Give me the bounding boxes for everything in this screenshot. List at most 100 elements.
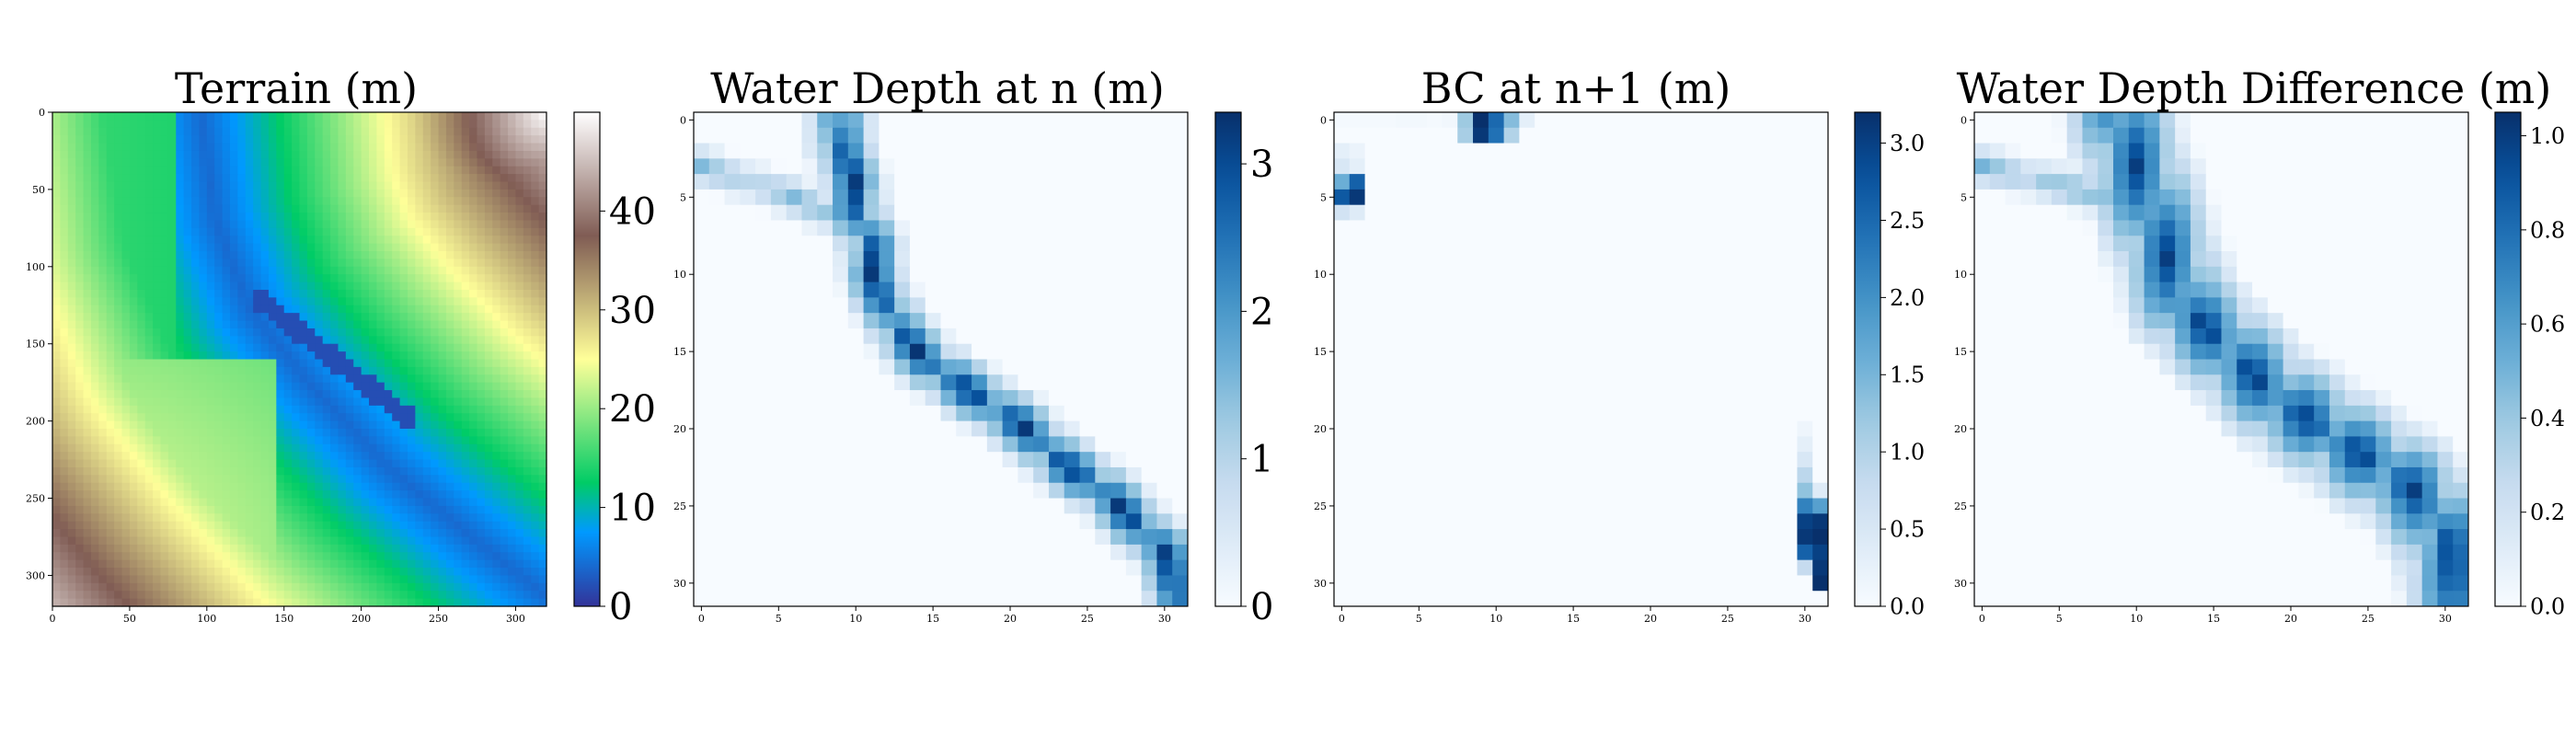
water-depth-cell	[770, 236, 788, 252]
terrain-cell	[260, 343, 270, 352]
terrain-cell	[114, 452, 123, 461]
terrain-cell	[338, 189, 347, 198]
water-depth-cell	[879, 405, 895, 422]
terrain-cell	[315, 390, 324, 399]
water-depth-cell	[755, 251, 772, 268]
terrain-cell	[75, 213, 85, 222]
terrain-cell	[299, 320, 308, 329]
water-depth-cell	[894, 359, 911, 375]
terrain-cell	[538, 274, 547, 283]
water-depth-cell	[1095, 127, 1111, 144]
terrain-cell	[52, 320, 61, 329]
terrain-cell	[106, 166, 115, 175]
water-depth-cell	[1002, 390, 1018, 407]
terrain-cell	[183, 413, 192, 422]
terrain-cell	[60, 320, 69, 329]
terrain-cell	[160, 475, 169, 484]
terrain-cell	[454, 181, 463, 190]
water-depth-cell	[1141, 420, 1157, 437]
terrain-cell	[206, 591, 215, 600]
terrain-cell	[253, 259, 262, 268]
terrain-cell	[315, 282, 324, 291]
terrain-cell	[431, 120, 440, 129]
terrain-cell	[52, 366, 61, 375]
terrain-cell	[129, 251, 138, 260]
water-depth-cell	[879, 251, 895, 268]
water-depth-cell	[1033, 482, 1050, 500]
terrain-cell	[492, 204, 501, 213]
terrain-cell	[315, 466, 324, 476]
terrain-cell	[283, 328, 293, 337]
water-depth-cell	[740, 390, 756, 407]
terrain-cell	[183, 143, 192, 152]
terrain-cell	[422, 220, 431, 229]
terrain-cell	[283, 436, 293, 445]
terrain-cell	[222, 150, 231, 159]
terrain-cell	[60, 490, 69, 500]
terrain-cell	[237, 575, 247, 584]
terrain-cell	[422, 289, 431, 298]
terrain-cell	[477, 513, 486, 523]
terrain-cell	[283, 174, 293, 183]
terrain-cell	[260, 313, 270, 322]
water-depth-cell	[956, 189, 972, 206]
terrain-cell	[90, 220, 99, 229]
terrain-cell	[292, 336, 301, 345]
terrain-cell	[167, 568, 177, 577]
terrain-cell	[438, 189, 447, 198]
terrain-cell	[245, 204, 254, 213]
terrain-cell	[52, 582, 61, 592]
terrain-cell	[538, 466, 547, 476]
terrain-cell	[322, 343, 331, 352]
terrain-cell	[515, 328, 524, 337]
terrain-cell	[322, 405, 331, 414]
terrain-cell	[176, 305, 185, 314]
terrain-cell	[384, 559, 393, 569]
terrain-cell	[315, 243, 324, 252]
terrain-cell	[299, 251, 308, 260]
water-depth-cell	[894, 482, 911, 500]
terrain-cell	[538, 158, 547, 167]
terrain-cell	[276, 135, 285, 144]
water-depth-cell	[847, 420, 865, 437]
water-depth-cell	[940, 313, 957, 329]
terrain-cell	[454, 366, 463, 375]
terrain-cell	[315, 429, 324, 438]
terrain-cell	[283, 213, 293, 222]
terrain-cell	[477, 452, 486, 461]
terrain-cell	[83, 328, 92, 337]
terrain-cell	[245, 382, 254, 391]
terrain-cell	[191, 158, 201, 167]
terrain-cell	[176, 213, 185, 222]
terrain-cell	[268, 490, 277, 500]
water-depth-cell	[770, 498, 788, 514]
terrain-cell	[384, 374, 393, 384]
terrain-cell	[376, 505, 385, 514]
terrain-cell	[508, 259, 517, 268]
terrain-cell	[60, 390, 69, 399]
terrain-cell	[67, 181, 76, 190]
terrain-cell	[322, 313, 331, 322]
terrain-cell	[253, 505, 262, 514]
terrain-cell	[191, 351, 201, 361]
water-depth-cell	[786, 297, 802, 314]
terrain-cell	[276, 150, 285, 159]
terrain-cell	[245, 282, 254, 291]
terrain-cell	[144, 313, 154, 322]
terrain-cell	[183, 282, 192, 291]
terrain-cell	[369, 220, 378, 229]
water-depth-cell	[879, 174, 895, 190]
terrain-cell	[106, 127, 115, 136]
terrain-cell	[461, 436, 470, 445]
terrain-cell	[60, 420, 69, 430]
water-depth-cell	[972, 189, 988, 206]
terrain-cell	[52, 259, 61, 268]
terrain-cell	[83, 413, 92, 422]
terrain-cell	[222, 243, 231, 252]
water-depth-cell	[694, 112, 710, 129]
terrain-cell	[508, 243, 517, 252]
terrain-cell	[322, 189, 331, 198]
terrain-cell	[237, 313, 247, 322]
terrain-cell	[492, 359, 501, 368]
terrain-cell	[222, 582, 231, 592]
